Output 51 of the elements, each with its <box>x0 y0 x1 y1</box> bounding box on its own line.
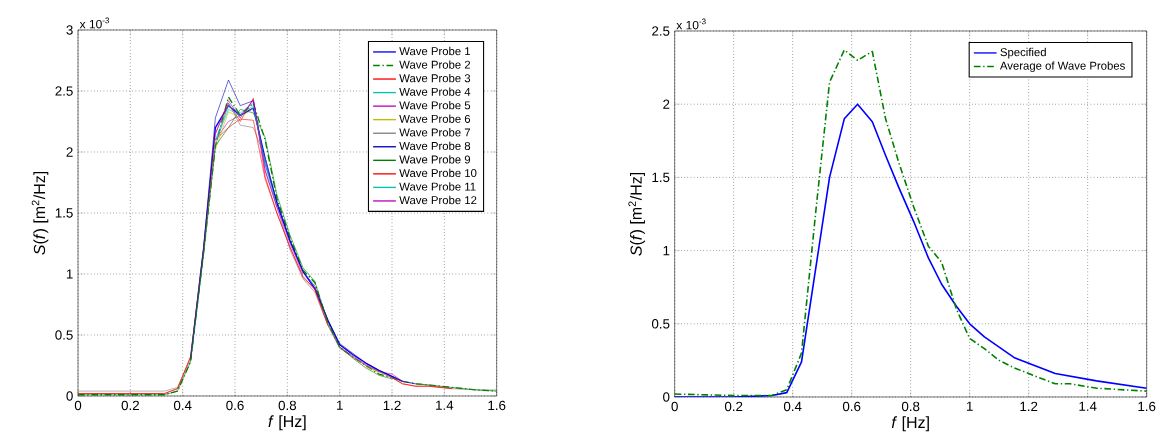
x-tick-label: 1.4 <box>436 400 454 410</box>
x-axis-title: f [Hz] <box>268 415 306 431</box>
y-tick-label: 1 <box>663 246 670 256</box>
x-tick-label: 0.8 <box>901 401 920 412</box>
legend-label: Average of Wave Probes <box>999 61 1125 72</box>
x-tick-label: 1.4 <box>1079 401 1097 411</box>
text: x 10$^{-3}$ <box>79 17 110 29</box>
x-tick-label: 1.6 <box>1138 401 1156 412</box>
x-tick-label: 0.4 <box>173 400 192 411</box>
x-tick-label: 0.8 <box>278 400 297 411</box>
text: x 10$^{-3}$ <box>676 18 706 30</box>
y-axis-title: S(f) [m$^{2}$/Hz] <box>31 171 49 255</box>
y-tick-label: 0.5 <box>55 330 73 340</box>
y-tick-label: 2 <box>663 99 670 109</box>
x-tick-label: 1.6 <box>488 400 506 411</box>
legend-label: Wave Probe 2 <box>399 60 471 69</box>
legend-label: Wave Probe 12 <box>399 195 477 205</box>
y-tick-label: 2.5 <box>652 26 670 36</box>
x-tick-label: 1 <box>336 400 343 410</box>
x-tick-label: 0 <box>74 400 82 411</box>
y-tick-label: 1.5 <box>55 208 73 218</box>
y-tick-label: 0 <box>663 392 670 402</box>
legend-label: Wave Probe 10 <box>399 168 477 178</box>
y-tick-label: 2 <box>66 147 73 157</box>
y-tick-label: 0.5 <box>651 319 670 329</box>
x-tick-label: 0.6 <box>842 401 861 412</box>
y-tick-label: 2.5 <box>55 86 73 96</box>
x-tick-label: 0.2 <box>724 401 743 412</box>
legend-label: Wave Probe 11 <box>399 182 476 191</box>
y-tick-label: 3 <box>66 25 73 35</box>
y-tick-label: 1.5 <box>652 172 670 183</box>
y-tick-label: 1 <box>66 269 73 279</box>
x-tick-label: 1.2 <box>1020 401 1038 412</box>
legend-label: Wave Probe 7 <box>399 128 471 137</box>
x-tick-label: 0 <box>671 401 678 412</box>
legend-label: Specified <box>1000 47 1046 59</box>
legend-label: Wave Probe 6 <box>399 114 471 123</box>
legend-label: Wave Probe 8 <box>399 141 471 150</box>
legend-label: Wave Probe 4 <box>399 87 471 96</box>
x-tick-label: 1 <box>966 401 973 411</box>
x-tick-label: 0.4 <box>783 401 802 412</box>
legend-label: Wave Probe 9 <box>399 155 471 164</box>
legend-label: Wave Probe 5 <box>399 101 471 110</box>
legend-label: Wave Probe 3 <box>399 73 471 83</box>
legend-label: Wave Probe 1 <box>399 46 471 56</box>
x-axis-title: f [Hz] <box>891 416 929 432</box>
y-tick-label: 0 <box>66 391 73 401</box>
y-axis-title: S(f) [m$^{2}$/Hz] <box>628 172 645 256</box>
x-tick-label: 1.2 <box>383 400 401 411</box>
x-tick-label: 0.2 <box>121 400 139 411</box>
x-tick-label: 0.6 <box>226 400 244 411</box>
